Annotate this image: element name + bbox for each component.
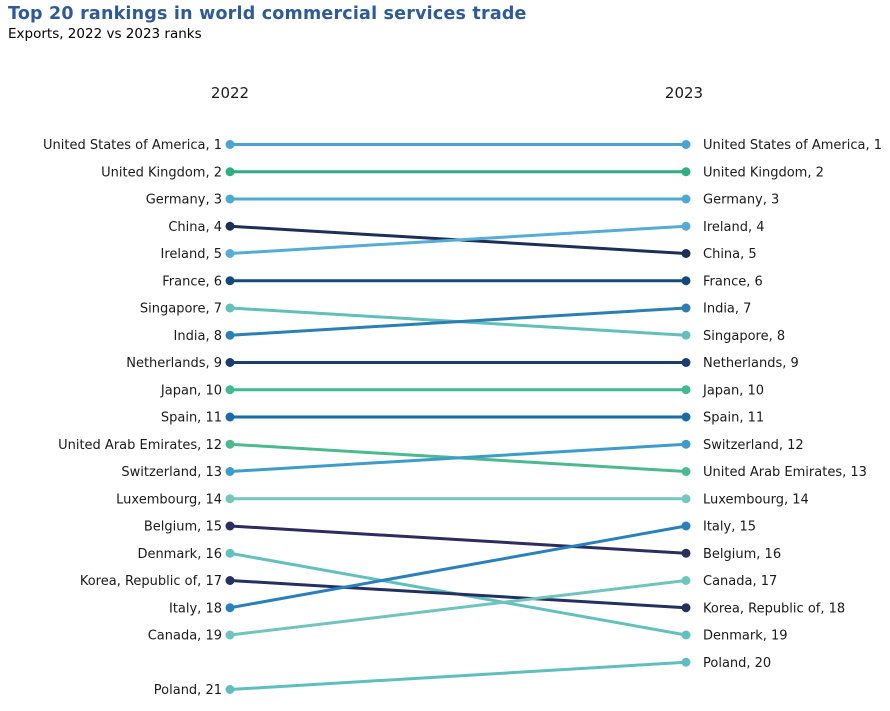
dot-2023-denmark — [681, 630, 691, 640]
label-2023-poland: Poland, 20 — [703, 656, 771, 671]
dot-2022-switzerland — [225, 467, 235, 476]
chart-subtitle: Exports, 2022 vs 2023 ranks — [8, 26, 202, 42]
dot-2023-switzerland — [681, 439, 691, 449]
dot-2023-ireland — [681, 221, 691, 231]
dot-2023-spain — [681, 412, 691, 422]
dot-2022-singapore — [225, 303, 235, 313]
dot-2023-china — [681, 249, 691, 258]
dot-2023-united-arab-emirates — [681, 467, 691, 476]
label-2022-germany: Germany, 3 — [146, 193, 222, 208]
label-2023-germany: Germany, 3 — [703, 193, 779, 208]
dot-2022-korea-republic-of — [225, 576, 235, 585]
label-2023-china: China, 5 — [703, 247, 757, 262]
label-2023-united-arab-emirates: United Arab Emirates, 13 — [703, 465, 867, 480]
dot-2022-ireland — [225, 249, 235, 258]
dot-2023-japan — [681, 385, 691, 395]
dot-2022-germany — [225, 194, 235, 204]
dot-2023-united-states-of-america — [681, 140, 691, 149]
label-2022-canada: Canada, 19 — [148, 629, 222, 644]
dot-2022-china — [225, 221, 235, 231]
label-2023-denmark: Denmark, 19 — [703, 629, 788, 644]
label-2023-korea-republic-of: Korea, Republic of, 18 — [703, 601, 845, 616]
slope-line-switzerland — [228, 442, 688, 473]
dot-2022-denmark — [225, 548, 235, 558]
slope-line-india — [228, 306, 688, 337]
label-2023-united-states-of-america: United States of America, 1 — [703, 138, 882, 153]
label-2023-luxembourg: Luxembourg, 14 — [703, 492, 809, 507]
label-2022-switzerland: Switzerland, 13 — [121, 465, 222, 480]
dot-2023-france — [681, 276, 691, 286]
dot-2022-canada — [225, 630, 235, 640]
label-2022-belgium: Belgium, 15 — [144, 520, 222, 535]
dot-2023-italy — [681, 521, 691, 531]
dot-2023-india — [681, 303, 691, 313]
slope-line-ireland — [228, 224, 688, 255]
label-2023-canada: Canada, 17 — [703, 574, 777, 589]
dot-2023-germany — [681, 194, 691, 204]
column-header-2022: 2022 — [210, 84, 250, 102]
dot-2023-united-kingdom — [681, 167, 691, 177]
label-2023-spain: Spain, 11 — [703, 411, 764, 426]
column-header-2023: 2023 — [664, 84, 704, 102]
label-2023-united-kingdom: United Kingdom, 2 — [703, 165, 824, 180]
label-2023-india: India, 7 — [703, 302, 751, 317]
label-2022-italy: Italy, 18 — [169, 601, 222, 616]
slope-line-italy — [228, 524, 688, 610]
label-2022-china: China, 4 — [168, 220, 222, 235]
dot-2022-italy — [225, 603, 235, 613]
label-2022-korea-republic-of: Korea, Republic of, 17 — [80, 574, 222, 589]
label-2023-ireland: Ireland, 4 — [703, 220, 765, 235]
dot-2022-belgium — [225, 521, 235, 531]
chart-title: Top 20 rankings in world commercial serv… — [8, 4, 527, 24]
dot-2022-japan — [225, 385, 235, 395]
label-2022-united-states-of-america: United States of America, 1 — [43, 138, 222, 153]
label-2022-singapore: Singapore, 7 — [140, 302, 222, 317]
label-2023-belgium: Belgium, 16 — [703, 547, 781, 562]
label-2022-france: France, 6 — [162, 274, 222, 289]
dot-2022-france — [225, 276, 235, 286]
dot-2022-united-kingdom — [225, 167, 235, 177]
dot-2022-united-arab-emirates — [225, 439, 235, 449]
label-2023-france: France, 6 — [703, 274, 763, 289]
dot-2023-poland — [681, 657, 691, 667]
dot-2022-poland — [225, 685, 235, 694]
dot-2023-korea-republic-of — [681, 603, 691, 613]
slope-line-belgium — [228, 524, 688, 555]
label-2023-netherlands: Netherlands, 9 — [703, 356, 799, 371]
label-2023-japan: Japan, 10 — [702, 383, 764, 398]
label-2022-ireland: Ireland, 5 — [161, 247, 223, 262]
dot-2022-united-states-of-america — [225, 140, 235, 149]
label-2022-united-kingdom: United Kingdom, 2 — [101, 165, 222, 180]
label-2022-japan: Japan, 10 — [160, 383, 222, 398]
label-2022-netherlands: Netherlands, 9 — [126, 356, 222, 371]
dot-2022-spain — [225, 412, 235, 422]
label-2023-switzerland: Switzerland, 12 — [703, 438, 804, 453]
label-2022-luxembourg: Luxembourg, 14 — [116, 492, 222, 507]
label-2022-spain: Spain, 11 — [161, 411, 222, 426]
dot-2022-india — [225, 330, 235, 340]
dot-2022-luxembourg — [225, 494, 235, 504]
label-2022-united-arab-emirates: United Arab Emirates, 12 — [58, 438, 222, 453]
slope-line-canada — [228, 579, 688, 637]
dot-2023-singapore — [681, 330, 691, 340]
dot-2023-netherlands — [681, 358, 691, 367]
dot-2022-netherlands — [225, 358, 235, 367]
slope-line-korea-republic-of — [228, 579, 688, 610]
label-2023-italy: Italy, 15 — [703, 520, 756, 535]
label-2023-singapore: Singapore, 8 — [703, 329, 785, 344]
slope-line-poland — [228, 660, 688, 691]
label-2022-india: India, 8 — [174, 329, 222, 344]
label-2022-poland: Poland, 21 — [154, 683, 222, 698]
dot-2023-belgium — [681, 548, 691, 558]
dot-2023-canada — [681, 576, 691, 585]
dot-2023-luxembourg — [681, 494, 691, 504]
label-2022-denmark: Denmark, 16 — [137, 547, 222, 562]
